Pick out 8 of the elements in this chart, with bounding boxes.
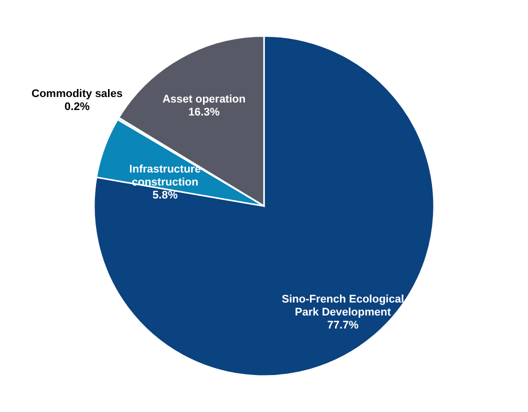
slice-label: Sino-French Ecological Park Development xyxy=(282,294,404,319)
data-label: 0.2% xyxy=(64,100,90,113)
data-label: 77.7% xyxy=(327,320,359,332)
data-label: 16.3% xyxy=(188,106,220,118)
slice-label: Asset operation xyxy=(162,93,246,106)
slice-label: Commodity sales xyxy=(32,88,123,100)
slice-label: Infrastructure construction xyxy=(129,164,201,189)
data-label: 5.8% xyxy=(152,190,178,202)
